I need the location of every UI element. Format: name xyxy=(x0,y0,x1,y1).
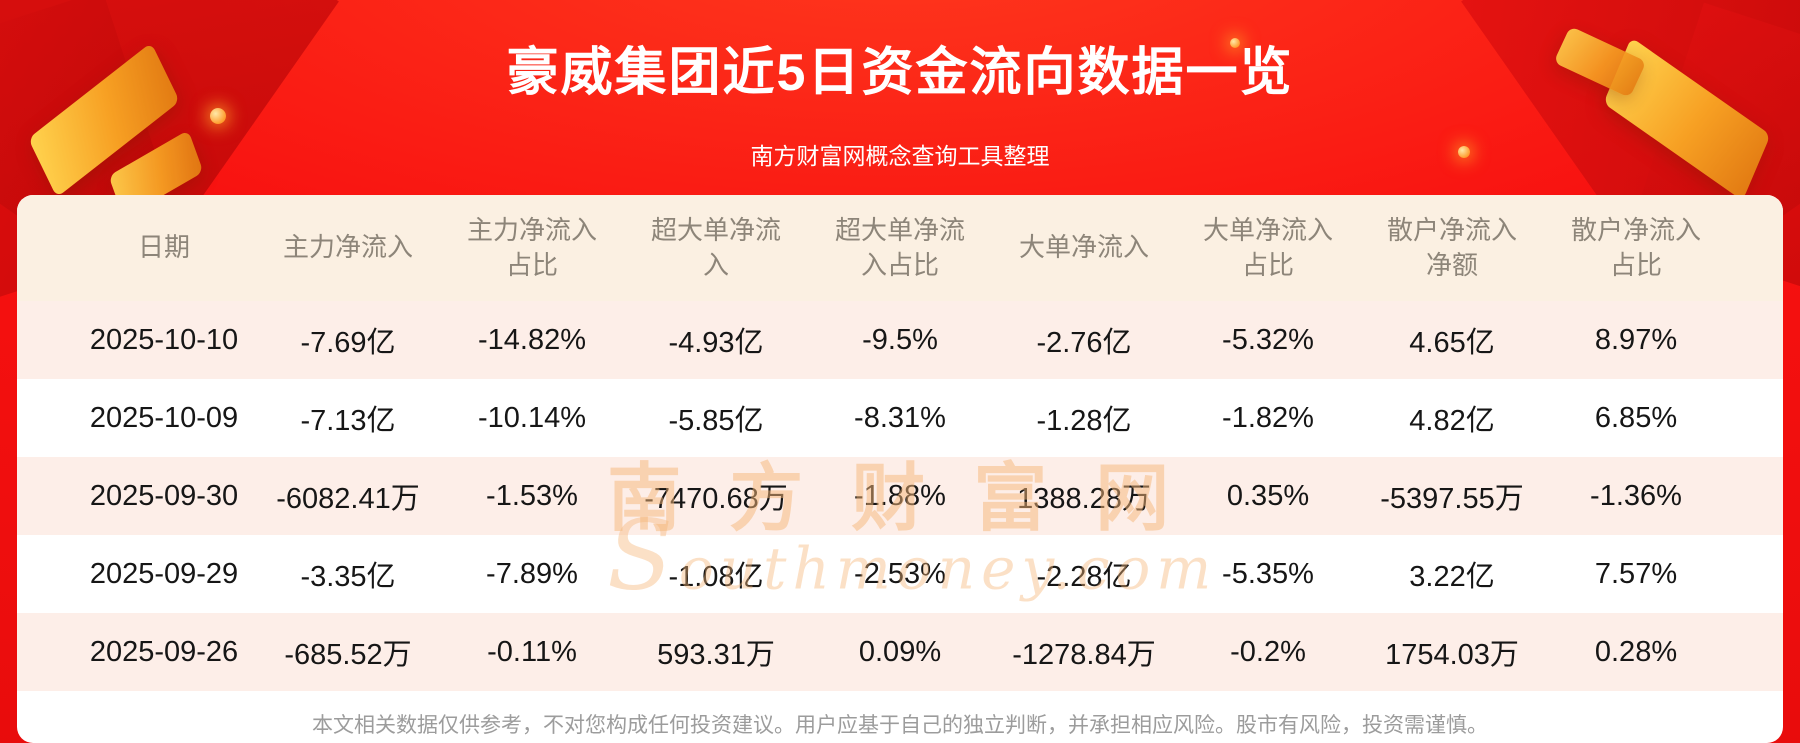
table-row: 2025-09-30 -6082.41万 -1.53% -7470.68万 -1… xyxy=(17,457,1783,535)
table-cell: 4.65亿 xyxy=(1409,327,1495,359)
column-header-label: 主力净流入占比 xyxy=(466,214,597,280)
table-cell: -7.89% xyxy=(486,557,578,590)
column-header-label: 超大单净流入占比 xyxy=(834,214,965,280)
column-header-label: 散户净流入占比 xyxy=(1570,214,1701,280)
table-cell: -1278.84万 xyxy=(1012,639,1156,671)
table-cell: -1.36% xyxy=(1590,479,1682,512)
column-header-date: 日期 xyxy=(72,230,256,265)
page-title: 豪威集团近5日资金流向数据一览 xyxy=(506,44,1294,102)
table-cell: -7.13亿 xyxy=(300,405,396,437)
table-row: 2025-09-29 -3.35亿 -7.89% -1.08亿 -2.53% -… xyxy=(17,535,1783,613)
column-header-xl-order-net-inflow: 超大单净流入 xyxy=(624,213,808,283)
table-cell: -1.82% xyxy=(1222,401,1314,434)
column-header-label: 主力净流入 xyxy=(282,232,413,263)
column-header-label: 散户净流入净额 xyxy=(1386,214,1517,280)
table-cell: -2.28亿 xyxy=(1036,561,1132,593)
table-cell: 2025-10-10 xyxy=(89,323,239,356)
glow-dot-icon xyxy=(1230,38,1240,48)
column-header-large-order-net-inflow-ratio: 大单净流入占比 xyxy=(1176,213,1360,283)
table-cell: -9.5% xyxy=(862,323,938,356)
table-cell: 8.97% xyxy=(1594,323,1678,356)
page-subtitle: 南方财富网概念查询工具整理 xyxy=(750,143,1050,169)
table-cell: -7470.68万 xyxy=(644,483,788,515)
column-header-label: 日期 xyxy=(137,232,190,263)
table-cell: 2025-09-29 xyxy=(89,557,239,590)
table-cell: -8.31% xyxy=(854,401,946,434)
column-header-label: 大单净流入 xyxy=(1018,232,1149,263)
table-cell: -6082.41万 xyxy=(276,483,420,515)
column-header-large-order-net-inflow: 大单净流入 xyxy=(992,230,1176,265)
table-cell: -1.88% xyxy=(854,479,946,512)
table-cell: -1.28亿 xyxy=(1036,405,1132,437)
column-header-retail-net-inflow-ratio: 散户净流入占比 xyxy=(1544,213,1728,283)
hero-banner: 豪威集团近5日资金流向数据一览 南方财富网概念查询工具整理 xyxy=(0,0,1800,195)
data-card: 日期 主力净流入 主力净流入占比 超大单净流入 超大单净流入占比 大单净流入 大… xyxy=(17,195,1783,743)
table-cell: 7.57% xyxy=(1594,557,1678,590)
table-cell: 0.35% xyxy=(1226,479,1310,512)
table-cell: -14.82% xyxy=(477,323,586,356)
table-cell: -2.53% xyxy=(854,557,946,590)
table-row: 2025-10-10 -7.69亿 -14.82% -4.93亿 -9.5% -… xyxy=(17,301,1783,379)
table-cell: -685.52万 xyxy=(284,639,412,671)
column-header-main-net-inflow: 主力净流入 xyxy=(256,230,440,265)
column-header-xl-order-net-inflow-ratio: 超大单净流入占比 xyxy=(808,213,992,283)
table-row: 2025-10-09 -7.13亿 -10.14% -5.85亿 -8.31% … xyxy=(17,379,1783,457)
table-cell: 0.28% xyxy=(1594,635,1678,668)
disclaimer-text: 本文相关数据仅供参考，不对您构成任何投资建议。用户应基于自己的独立判断，并承担相… xyxy=(312,714,1488,737)
table-cell: 4.82亿 xyxy=(1409,405,1495,437)
table-cell: -0.11% xyxy=(487,635,577,668)
table-cell: 2025-09-26 xyxy=(89,635,239,668)
glow-dot-icon xyxy=(1458,146,1470,158)
table-cell: -5.35% xyxy=(1222,557,1314,590)
table-cell: 2025-09-30 xyxy=(89,479,239,512)
table-cell: -0.2% xyxy=(1230,635,1306,668)
table-cell: 1388.28万 xyxy=(1017,483,1151,515)
table-cell: 6.85% xyxy=(1594,401,1678,434)
column-header-label: 超大单净流入 xyxy=(650,214,781,280)
table-cell: -2.76亿 xyxy=(1036,327,1132,359)
table-cell: -5.32% xyxy=(1222,323,1314,356)
table-cell: -5397.55万 xyxy=(1380,483,1524,515)
table-cell: -1.53% xyxy=(486,479,578,512)
column-header-main-net-inflow-ratio: 主力净流入占比 xyxy=(440,213,624,283)
table-cell: 593.31万 xyxy=(657,639,775,671)
table-cell: -7.69亿 xyxy=(300,327,396,359)
column-header-label: 大单净流入占比 xyxy=(1202,214,1333,280)
table-header-row: 日期 主力净流入 主力净流入占比 超大单净流入 超大单净流入占比 大单净流入 大… xyxy=(17,195,1783,301)
table-cell: 2025-10-09 xyxy=(89,401,239,434)
table-cell: 3.22亿 xyxy=(1409,561,1495,593)
table-cell: -1.08亿 xyxy=(668,561,764,593)
table-cell: -5.85亿 xyxy=(668,405,764,437)
glow-dot-icon xyxy=(210,108,226,124)
table-cell: -10.14% xyxy=(477,401,586,434)
column-header-retail-net-inflow: 散户净流入净额 xyxy=(1360,213,1544,283)
table-cell: -3.35亿 xyxy=(300,561,396,593)
table-cell: 0.09% xyxy=(858,635,942,668)
table-row: 2025-09-26 -685.52万 -0.11% 593.31万 0.09%… xyxy=(17,613,1783,691)
table-cell: 1754.03万 xyxy=(1385,639,1519,671)
table-cell: -4.93亿 xyxy=(668,327,764,359)
